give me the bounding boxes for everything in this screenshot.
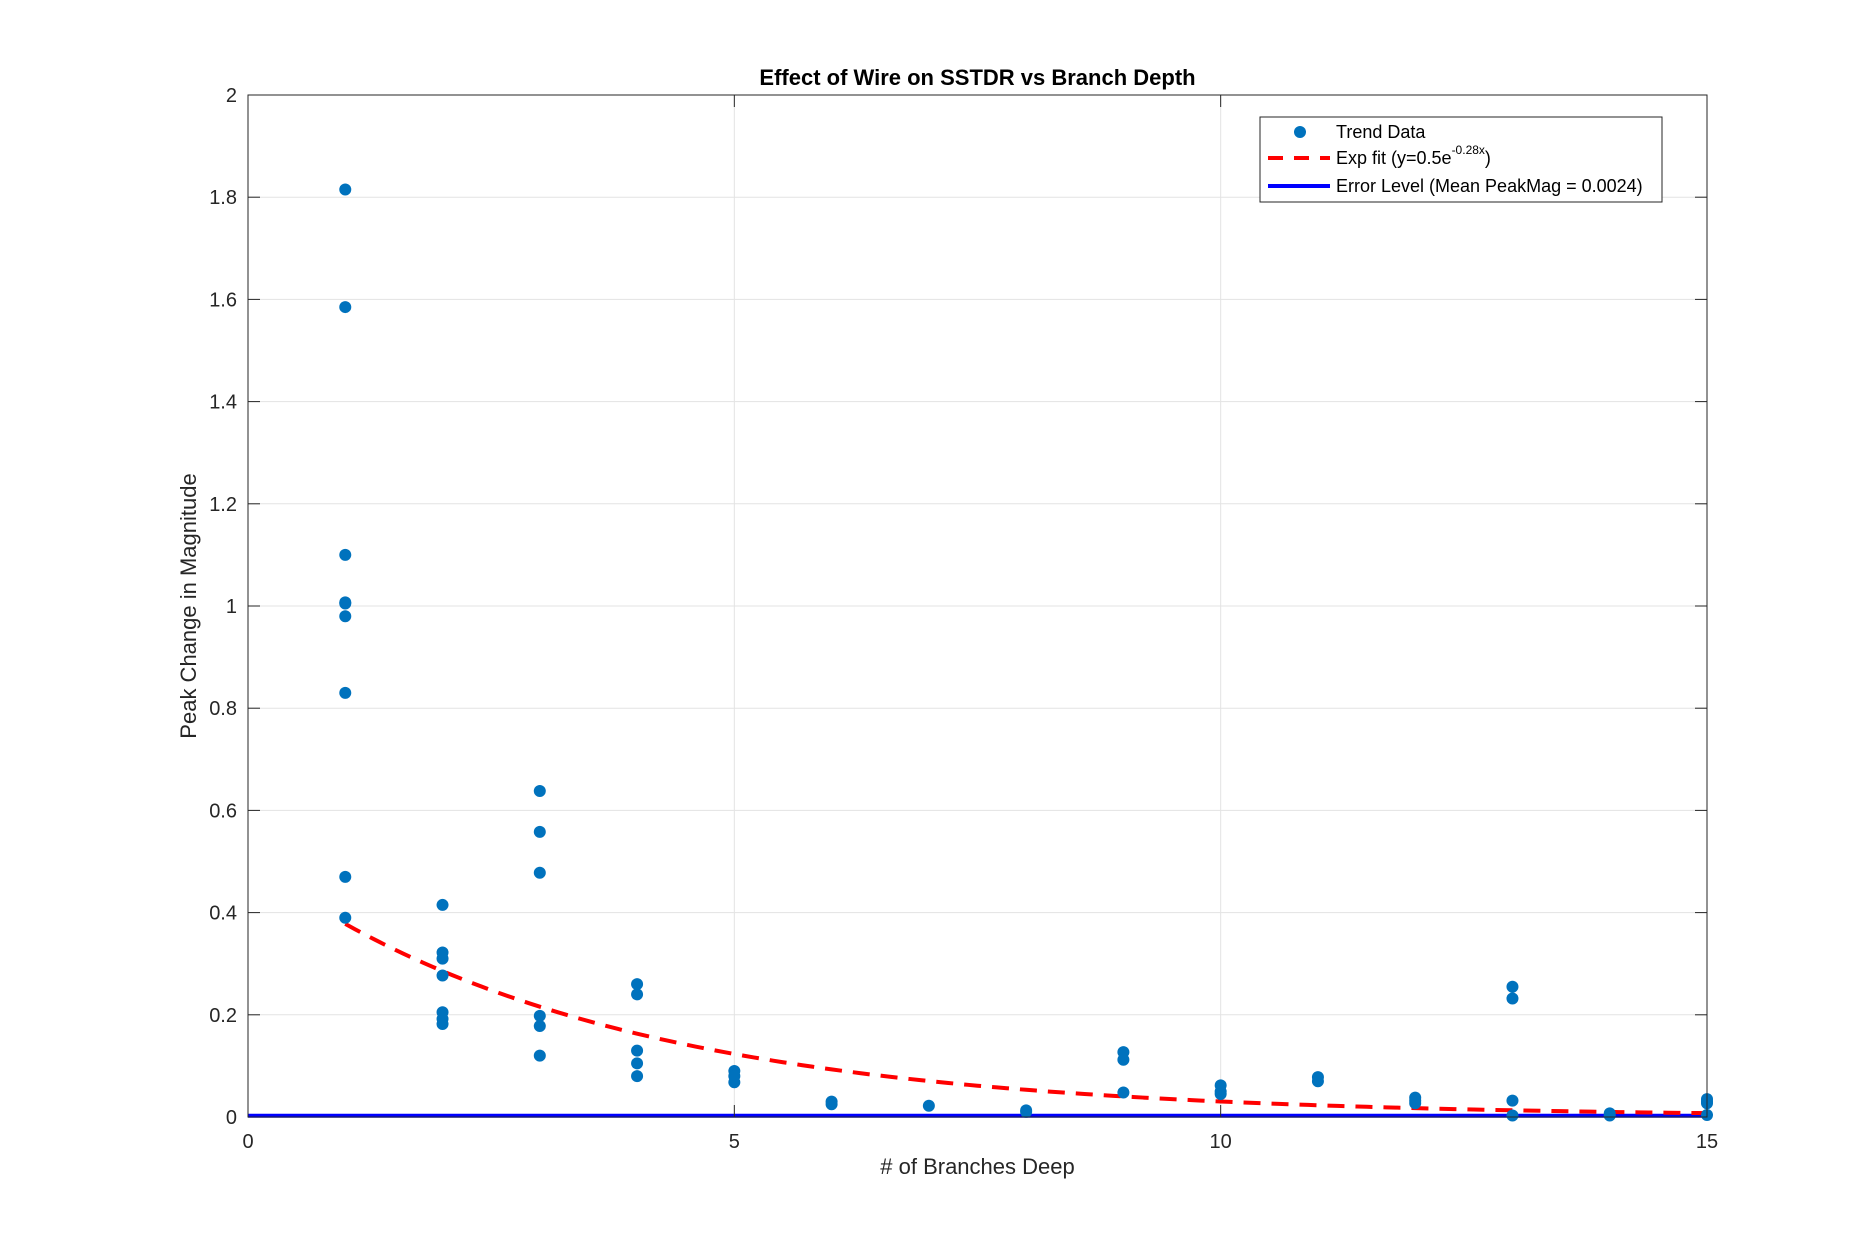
y-tick-label: 1	[226, 596, 237, 618]
trend-data-point	[631, 1044, 644, 1057]
trend-data-point	[436, 969, 449, 982]
trend-data-point	[1506, 1094, 1519, 1107]
y-tick-label: 1.4	[209, 392, 237, 414]
exp-fit-line	[344, 922, 1708, 1116]
y-tick-label: 2	[226, 85, 237, 107]
y-tick-label: 0.8	[209, 698, 237, 720]
y-tick-label: 1.8	[209, 187, 237, 209]
trend-data-point	[533, 1009, 546, 1022]
trend-data-point	[436, 1017, 449, 1030]
y-tick-label: 0.6	[209, 800, 237, 822]
legend-label-error-level: Error Level (Mean PeakMag = 0.0024)	[1336, 176, 1643, 196]
plot-area: 0 5 10 15 0 0.2 0.4 0.6 0.8 1 1.2 1.4 1.6 1.8 2	[209, 85, 1718, 1153]
legend-label-exp-fit-suffix: )	[1485, 148, 1491, 168]
trend-data-point	[1117, 1086, 1130, 1099]
trend-data-point	[533, 1049, 546, 1062]
trend-data-point	[1506, 992, 1519, 1005]
trend-data-point	[533, 1020, 546, 1033]
trend-data-point	[728, 1076, 741, 1089]
y-axis-label: Peak Change in Magnitude	[176, 473, 201, 738]
trend-data-point	[1506, 1109, 1519, 1122]
y-tick-label: 0.2	[209, 1005, 237, 1027]
trend-data-point	[631, 1057, 644, 1070]
x-tick-label: 5	[729, 1131, 740, 1153]
trend-data-point	[339, 301, 352, 314]
trend-data-point	[436, 952, 449, 965]
y-tick-label: 1.2	[209, 494, 237, 516]
ticks: 0 5 10 15 0 0.2 0.4 0.6 0.8 1 1.2 1.4 1.6 1.8 2	[209, 85, 1718, 1153]
trend-data-point	[436, 898, 449, 911]
trend-data-point	[922, 1099, 935, 1112]
trend-data-point	[825, 1098, 838, 1111]
trend-data-point	[339, 597, 352, 610]
legend-marker-trend-data	[1294, 126, 1306, 138]
y-tick-label: 0	[226, 1107, 237, 1129]
trend-data-point	[1311, 1075, 1324, 1088]
trend-data-point	[1409, 1097, 1422, 1110]
x-tick-label: 10	[1210, 1131, 1232, 1153]
trend-data-point	[1506, 980, 1519, 993]
trend-data-point	[339, 183, 352, 196]
legend-label-exp-fit: Exp fit (y=0.5e-0.28x)	[1336, 143, 1491, 168]
trend-data-point	[533, 866, 546, 879]
trend-data-point	[1214, 1088, 1227, 1101]
trend-data-point	[339, 548, 352, 561]
trend-data-point	[533, 825, 546, 838]
trend-data-point	[339, 686, 352, 699]
trend-data-point	[339, 610, 352, 623]
trend-data-point	[339, 870, 352, 883]
chart-title: Effect of Wire on SSTDR vs Branch Depth	[759, 65, 1195, 90]
y-tick-label: 0.4	[209, 903, 237, 925]
legend-label-exp-fit-exponent: -0.28x	[1452, 143, 1485, 157]
trend-data-point	[1603, 1109, 1616, 1122]
trend-data-point	[1117, 1053, 1130, 1066]
trend-data-point	[631, 1070, 644, 1083]
y-tick-label: 1.6	[209, 289, 237, 311]
x-axis-label: # of Branches Deep	[880, 1154, 1074, 1179]
x-tick-label: 0	[242, 1131, 253, 1153]
x-tick-label: 15	[1696, 1131, 1718, 1153]
trend-data-point	[339, 911, 352, 924]
series-layer	[248, 183, 1713, 1122]
trend-data-point	[533, 784, 546, 797]
legend: Trend Data Exp fit (y=0.5e-0.28x) Error …	[1259, 116, 1663, 203]
legend-label-exp-fit-main: Exp fit (y=0.5e	[1336, 148, 1452, 168]
legend-label-trend-data: Trend Data	[1336, 122, 1426, 142]
trend-data-point	[631, 988, 644, 1001]
trend-data-point	[631, 978, 644, 991]
trend-data-point	[1020, 1105, 1033, 1118]
